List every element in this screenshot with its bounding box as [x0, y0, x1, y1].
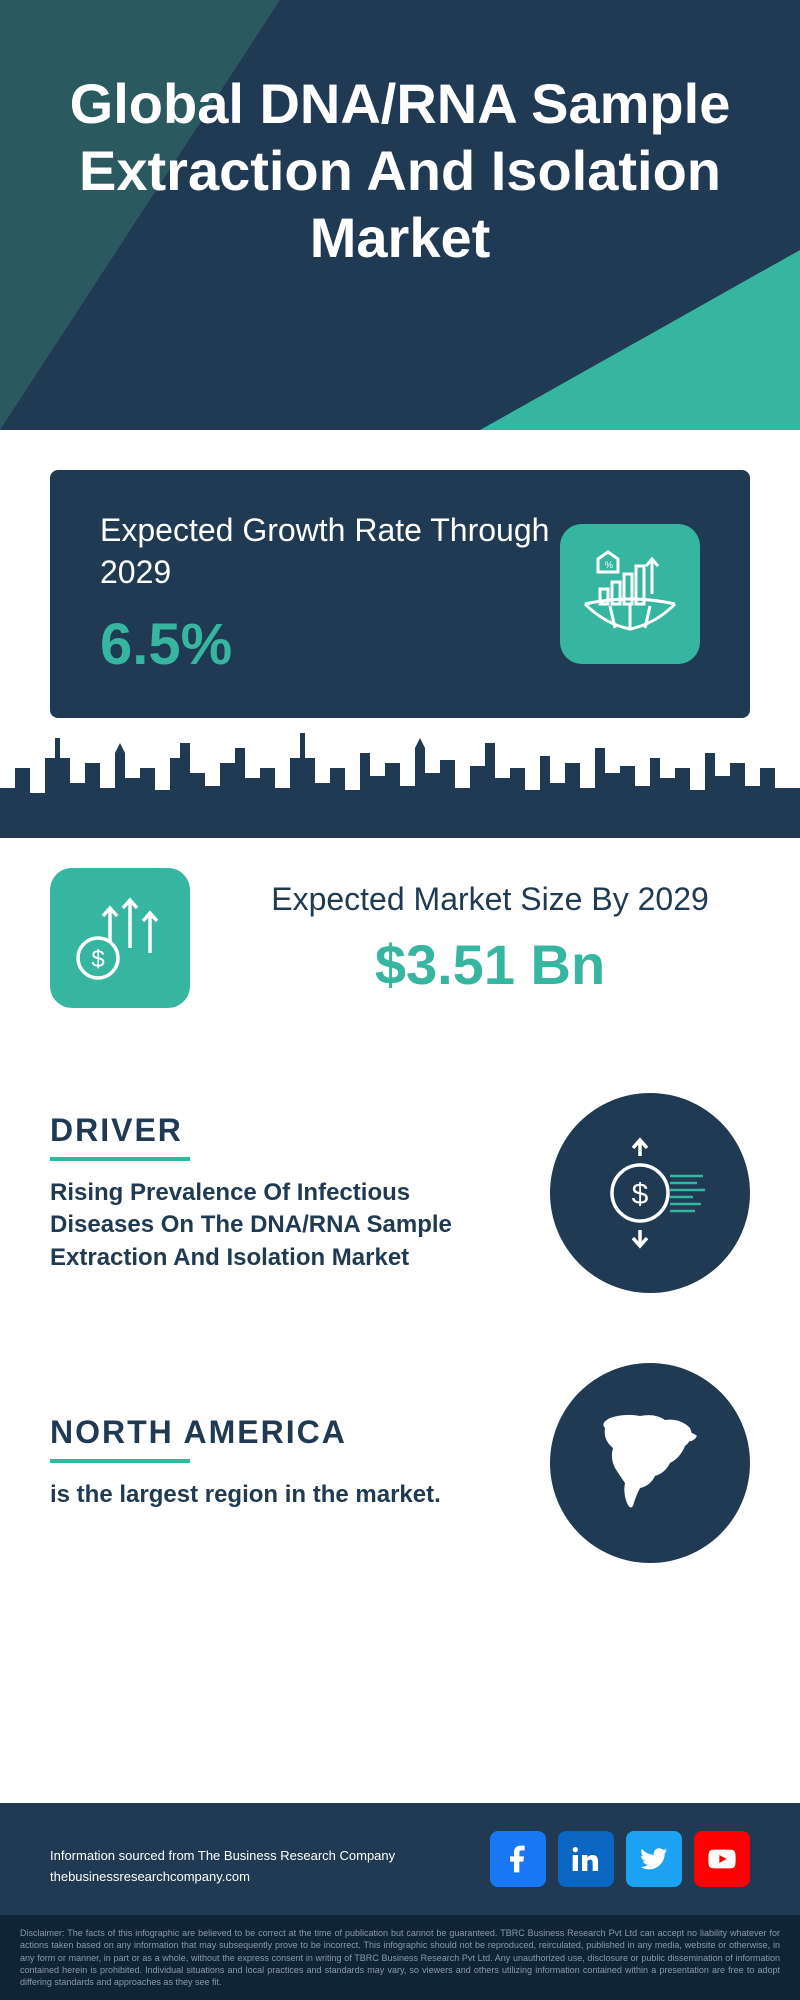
dollar-transfer-icon: $ [550, 1093, 750, 1293]
region-section: NORTH AMERICA is the largest region in t… [0, 1328, 800, 1598]
footer: Information sourced from The Business Re… [0, 1803, 800, 2000]
driver-divider [50, 1157, 190, 1161]
growth-chart-globe-icon: % [560, 524, 700, 664]
driver-section: DRIVER Rising Prevalence Of Infectious D… [0, 1058, 800, 1328]
city-skyline [0, 718, 800, 838]
region-divider [50, 1459, 190, 1463]
header: Global DNA/RNA Sample Extraction And Iso… [0, 0, 800, 430]
disclaimer-text: Disclaimer: The facts of this infographi… [0, 1915, 800, 2000]
region-body: is the largest region in the market. [50, 1479, 520, 1511]
growth-rate-text: Expected Growth Rate Through 2029 6.5% [100, 510, 560, 678]
source-line1: Information sourced from The Business Re… [50, 1846, 395, 1867]
growth-rate-value: 6.5% [100, 611, 560, 678]
source-line2: thebusinessresearchcompany.com [50, 1867, 395, 1888]
header-accent-right [480, 250, 800, 430]
svg-text:$: $ [91, 946, 104, 973]
youtube-button[interactable] [694, 1831, 750, 1887]
market-size-value: $3.51 Bn [230, 932, 750, 997]
growth-rate-box: Expected Growth Rate Through 2029 6.5% % [50, 470, 750, 718]
driver-title: DRIVER [50, 1112, 520, 1149]
growth-rate-label: Expected Growth Rate Through 2029 [100, 510, 560, 593]
svg-text:$: $ [632, 1178, 649, 1211]
dollar-arrows-up-icon: $ [50, 868, 190, 1008]
market-size-label: Expected Market Size By 2029 [230, 879, 750, 921]
linkedin-button[interactable] [558, 1831, 614, 1887]
social-buttons [490, 1831, 750, 1887]
twitter-button[interactable] [626, 1831, 682, 1887]
driver-text: DRIVER Rising Prevalence Of Infectious D… [50, 1112, 520, 1274]
market-size-section: $ Expected Market Size By 2029 $3.51 Bn [0, 838, 800, 1058]
page-title: Global DNA/RNA Sample Extraction And Iso… [40, 70, 760, 272]
market-size-text: Expected Market Size By 2029 $3.51 Bn [230, 879, 750, 998]
region-text: NORTH AMERICA is the largest region in t… [50, 1414, 520, 1511]
svg-text:%: % [605, 560, 613, 570]
facebook-button[interactable] [490, 1831, 546, 1887]
region-title: NORTH AMERICA [50, 1414, 520, 1451]
spacer [0, 430, 800, 470]
footer-top: Information sourced from The Business Re… [0, 1803, 800, 1915]
footer-source: Information sourced from The Business Re… [50, 1846, 395, 1888]
driver-body: Rising Prevalence Of Infectious Diseases… [50, 1177, 520, 1274]
north-america-map-icon [550, 1363, 750, 1563]
